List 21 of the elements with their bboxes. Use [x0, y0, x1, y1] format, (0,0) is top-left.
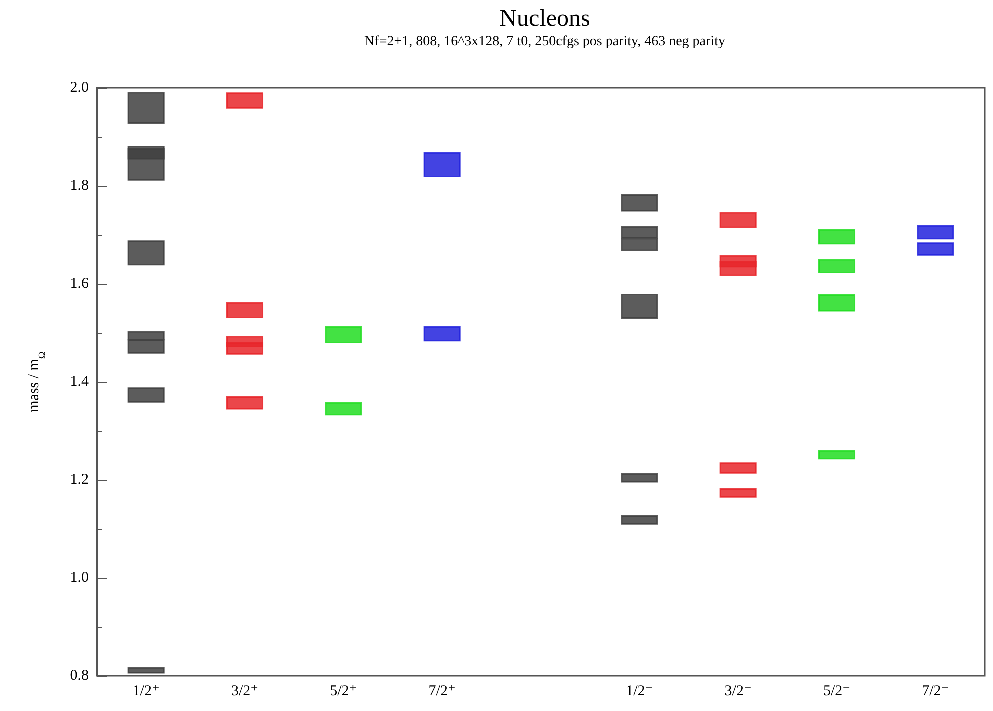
y-tick-label: 1.2 — [70, 472, 89, 488]
x-tick-label: 1/2⁻ — [626, 684, 654, 700]
bar — [621, 516, 658, 525]
bar — [128, 388, 165, 403]
x-tick-label: 7/2⁺ — [428, 684, 456, 700]
chart-title: Nucleons — [500, 6, 590, 32]
y-tick-label: 1.6 — [70, 276, 90, 292]
y-tick-label: 1.0 — [70, 570, 89, 586]
x-tick-label: 5/2⁺ — [330, 684, 358, 700]
x-tick-label: 3/2⁻ — [724, 684, 752, 700]
y-tick-label: 1.8 — [70, 178, 89, 194]
x-tick-label: 7/2⁻ — [922, 684, 950, 700]
y-axis-title: mass / mΩ — [26, 352, 48, 412]
bar — [128, 667, 165, 674]
y-tick-label: 2.0 — [70, 80, 89, 96]
x-tick-label: 3/2⁺ — [231, 684, 259, 700]
x-tick-label: 1/2⁺ — [132, 684, 160, 700]
y-tick-label: 1.4 — [70, 374, 90, 390]
x-tick-label: 5/2⁻ — [823, 684, 851, 700]
y-tick-label: 0.8 — [70, 668, 89, 684]
chart-subtitle: Nf=2+1, 808, 16^3x128, 7 t0, 250cfgs pos parity, 463 neg parity — [364, 34, 726, 50]
